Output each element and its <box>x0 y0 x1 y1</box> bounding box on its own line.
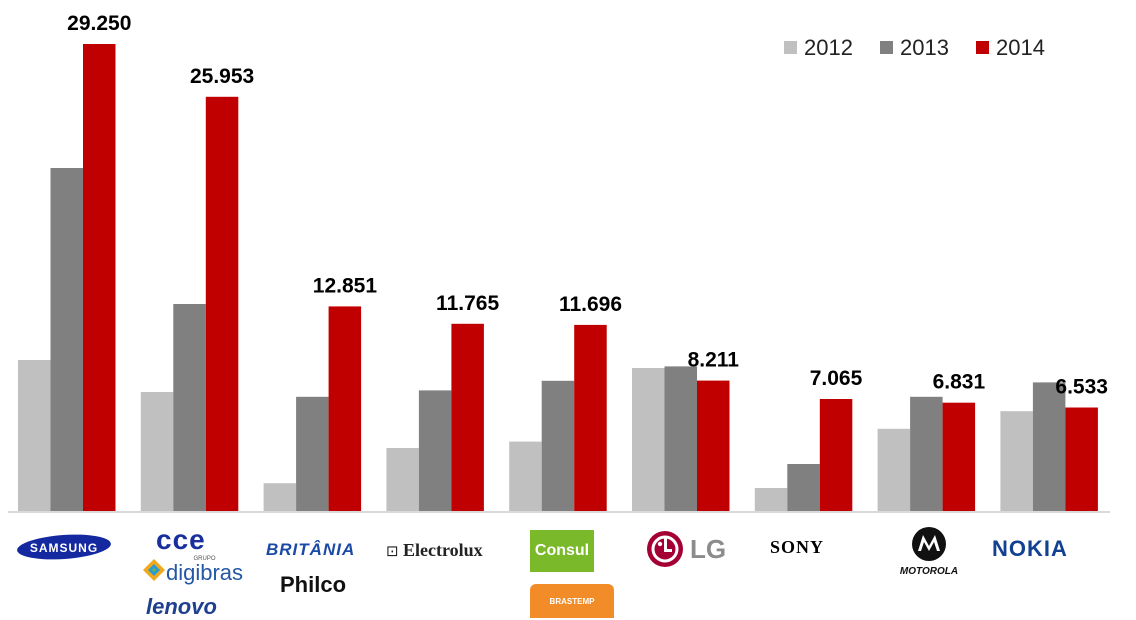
bar-2013-3 <box>418 390 452 512</box>
bar-2012-8 <box>1000 411 1033 512</box>
philco-logo-text: Philco <box>280 572 347 597</box>
legend-label-2014: 2014 <box>996 35 1045 60</box>
bar-2012-3 <box>386 448 419 512</box>
bar-2013-7 <box>910 396 943 512</box>
electrolux-logo-text: Electrolux <box>403 540 483 560</box>
bar-2012-5 <box>632 368 665 512</box>
bar-2014-7 <box>942 402 976 512</box>
bar-2012-2 <box>263 483 297 512</box>
bars-group <box>18 44 1098 513</box>
consul-logo-text: Consul <box>534 542 590 559</box>
data-label-0: 29.250 <box>67 12 131 35</box>
legend-label-2012: 2012 <box>804 35 853 60</box>
data-labels-group: 29.250 25.953 12.851 11.765 11.696 8.211 7.065… <box>67 12 1108 399</box>
bar-2014-3 <box>451 323 484 512</box>
bar-2014-0 <box>83 44 116 512</box>
bar-2014-1 <box>205 96 239 513</box>
nokia-logo: NOKIA <box>992 536 1068 562</box>
britania-logo-text: BRITÂNIA <box>266 540 356 559</box>
samsung-logo-text: SAMSUNG <box>30 541 98 555</box>
bar-2013-8 <box>1032 382 1066 512</box>
brastemp-logo: BRASTEMP <box>530 584 614 618</box>
sony-logo: SONY <box>770 537 824 558</box>
lenovo-logo: lenovo <box>146 594 217 620</box>
bar-2012-1 <box>140 392 174 512</box>
bar-2012-6 <box>754 488 788 512</box>
data-label-5: 8.211 <box>688 349 740 372</box>
bar-2013-5 <box>664 366 697 512</box>
electrolux-mark-icon: ⊡ <box>386 542 399 560</box>
legend-label-2013: 2013 <box>900 35 949 60</box>
sony-logo-text: SONY <box>770 537 825 557</box>
brastemp-logo-text: BRASTEMP <box>549 596 595 606</box>
data-label-4: 11.696 <box>559 293 622 316</box>
bar-2013-6 <box>787 464 820 512</box>
lenovo-logo-text: lenovo <box>146 594 217 619</box>
data-label-1: 25.953 <box>190 65 254 88</box>
cce-logo: cce <box>156 524 206 556</box>
nokia-logo-text: NOKIA <box>992 536 1068 561</box>
bar-2013-4 <box>541 380 575 512</box>
bar-2013-1 <box>173 304 206 512</box>
legend-item-2013: 2013 <box>880 35 949 60</box>
cce-logo-text: cce <box>156 524 206 555</box>
data-label-7: 6.831 <box>933 371 986 394</box>
lg-logo-text: LG <box>690 533 727 564</box>
legend: 2012 2013 2014 <box>784 35 1045 60</box>
digibras-diamond-icon <box>143 559 165 581</box>
data-label-3: 11.765 <box>436 292 499 315</box>
bar-2013-2 <box>296 396 329 512</box>
bar-2012-4 <box>509 441 542 512</box>
consul-logo: Consul <box>530 530 594 572</box>
bar-2014-6 <box>819 399 853 512</box>
motorola-logo: MOTOROLA <box>886 526 972 577</box>
bar-2014-4 <box>574 324 607 512</box>
digibras-logo: GRUPO digibras <box>142 556 243 584</box>
samsung-logo: SAMSUNG <box>16 534 112 565</box>
bar-chart: 29.250 25.953 12.851 11.765 11.696 8.211 7.065… <box>8 12 1110 513</box>
legend-item-2014: 2014 <box>976 35 1045 60</box>
motorola-logo-text: MOTOROLA <box>899 566 959 577</box>
bar-2014-2 <box>328 306 362 512</box>
data-label-8: 6.533 <box>1055 376 1108 399</box>
legend-swatch-2014 <box>976 41 989 54</box>
legend-swatch-2012 <box>784 41 797 54</box>
motorola-batwing-icon <box>912 527 946 561</box>
bar-2012-0 <box>18 360 51 512</box>
philco-logo: Philco <box>280 572 346 598</box>
digibras-logo-text: digibras <box>166 560 244 585</box>
legend-item-2012: 2012 <box>784 35 853 60</box>
electrolux-logo: ⊡ Electrolux <box>386 540 483 561</box>
bar-2014-5 <box>697 380 730 512</box>
lg-face-icon <box>647 531 683 567</box>
britania-logo: BRITÂNIA <box>266 540 355 560</box>
bar-2012-7 <box>877 428 911 512</box>
legend-swatch-2013 <box>880 41 893 54</box>
data-label-2: 12.851 <box>313 274 378 297</box>
bar-2013-0 <box>50 168 83 512</box>
bar-2014-8 <box>1065 407 1098 512</box>
lg-logo: LG <box>646 530 726 568</box>
data-label-6: 7.065 <box>810 367 863 390</box>
digibras-grupo-text: GRUPO <box>193 556 216 562</box>
